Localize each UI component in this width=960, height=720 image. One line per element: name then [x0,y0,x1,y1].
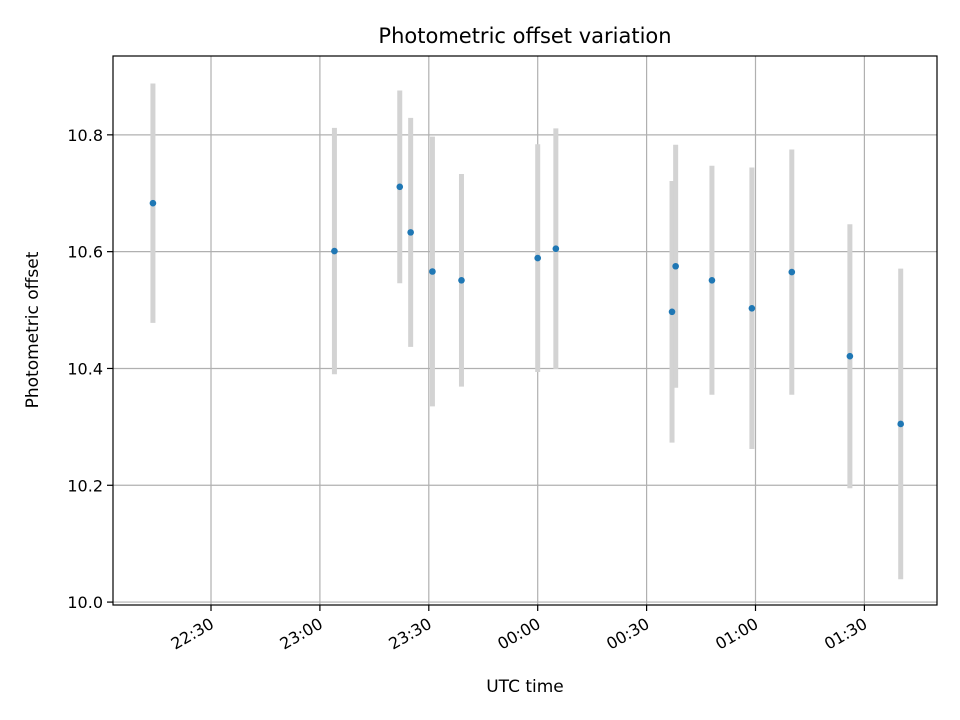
data-point [331,247,338,255]
plot-frame [112,55,938,606]
data-point [458,276,465,284]
chart-title: Photometric offset variation [378,24,671,48]
y-tick-label: 10.8 [67,126,103,145]
y-tick-label: 10.0 [67,593,103,612]
y-tick-label: 10.6 [67,243,103,262]
data-point [846,352,854,360]
data-point [396,183,404,191]
data-point [708,276,716,284]
data-point [407,229,414,236]
data-point [748,305,756,312]
data-point [149,199,157,207]
data-point [552,245,560,253]
data-points [149,183,905,428]
y-tick-label: 10.2 [67,476,103,495]
data-point [668,308,676,316]
y-tick-label: 10.4 [67,359,103,378]
data-point [897,420,905,428]
data-point [429,268,436,275]
data-point [534,254,542,262]
grid-lines [113,56,937,605]
data-point [672,262,679,270]
y-axis-ticks: 10.0 10.2 10.4 10.6 10.8 [67,126,113,612]
x-axis-label: UTC time [486,677,564,697]
data-point [788,268,796,276]
y-axis-label: Photometric offset [23,251,43,408]
